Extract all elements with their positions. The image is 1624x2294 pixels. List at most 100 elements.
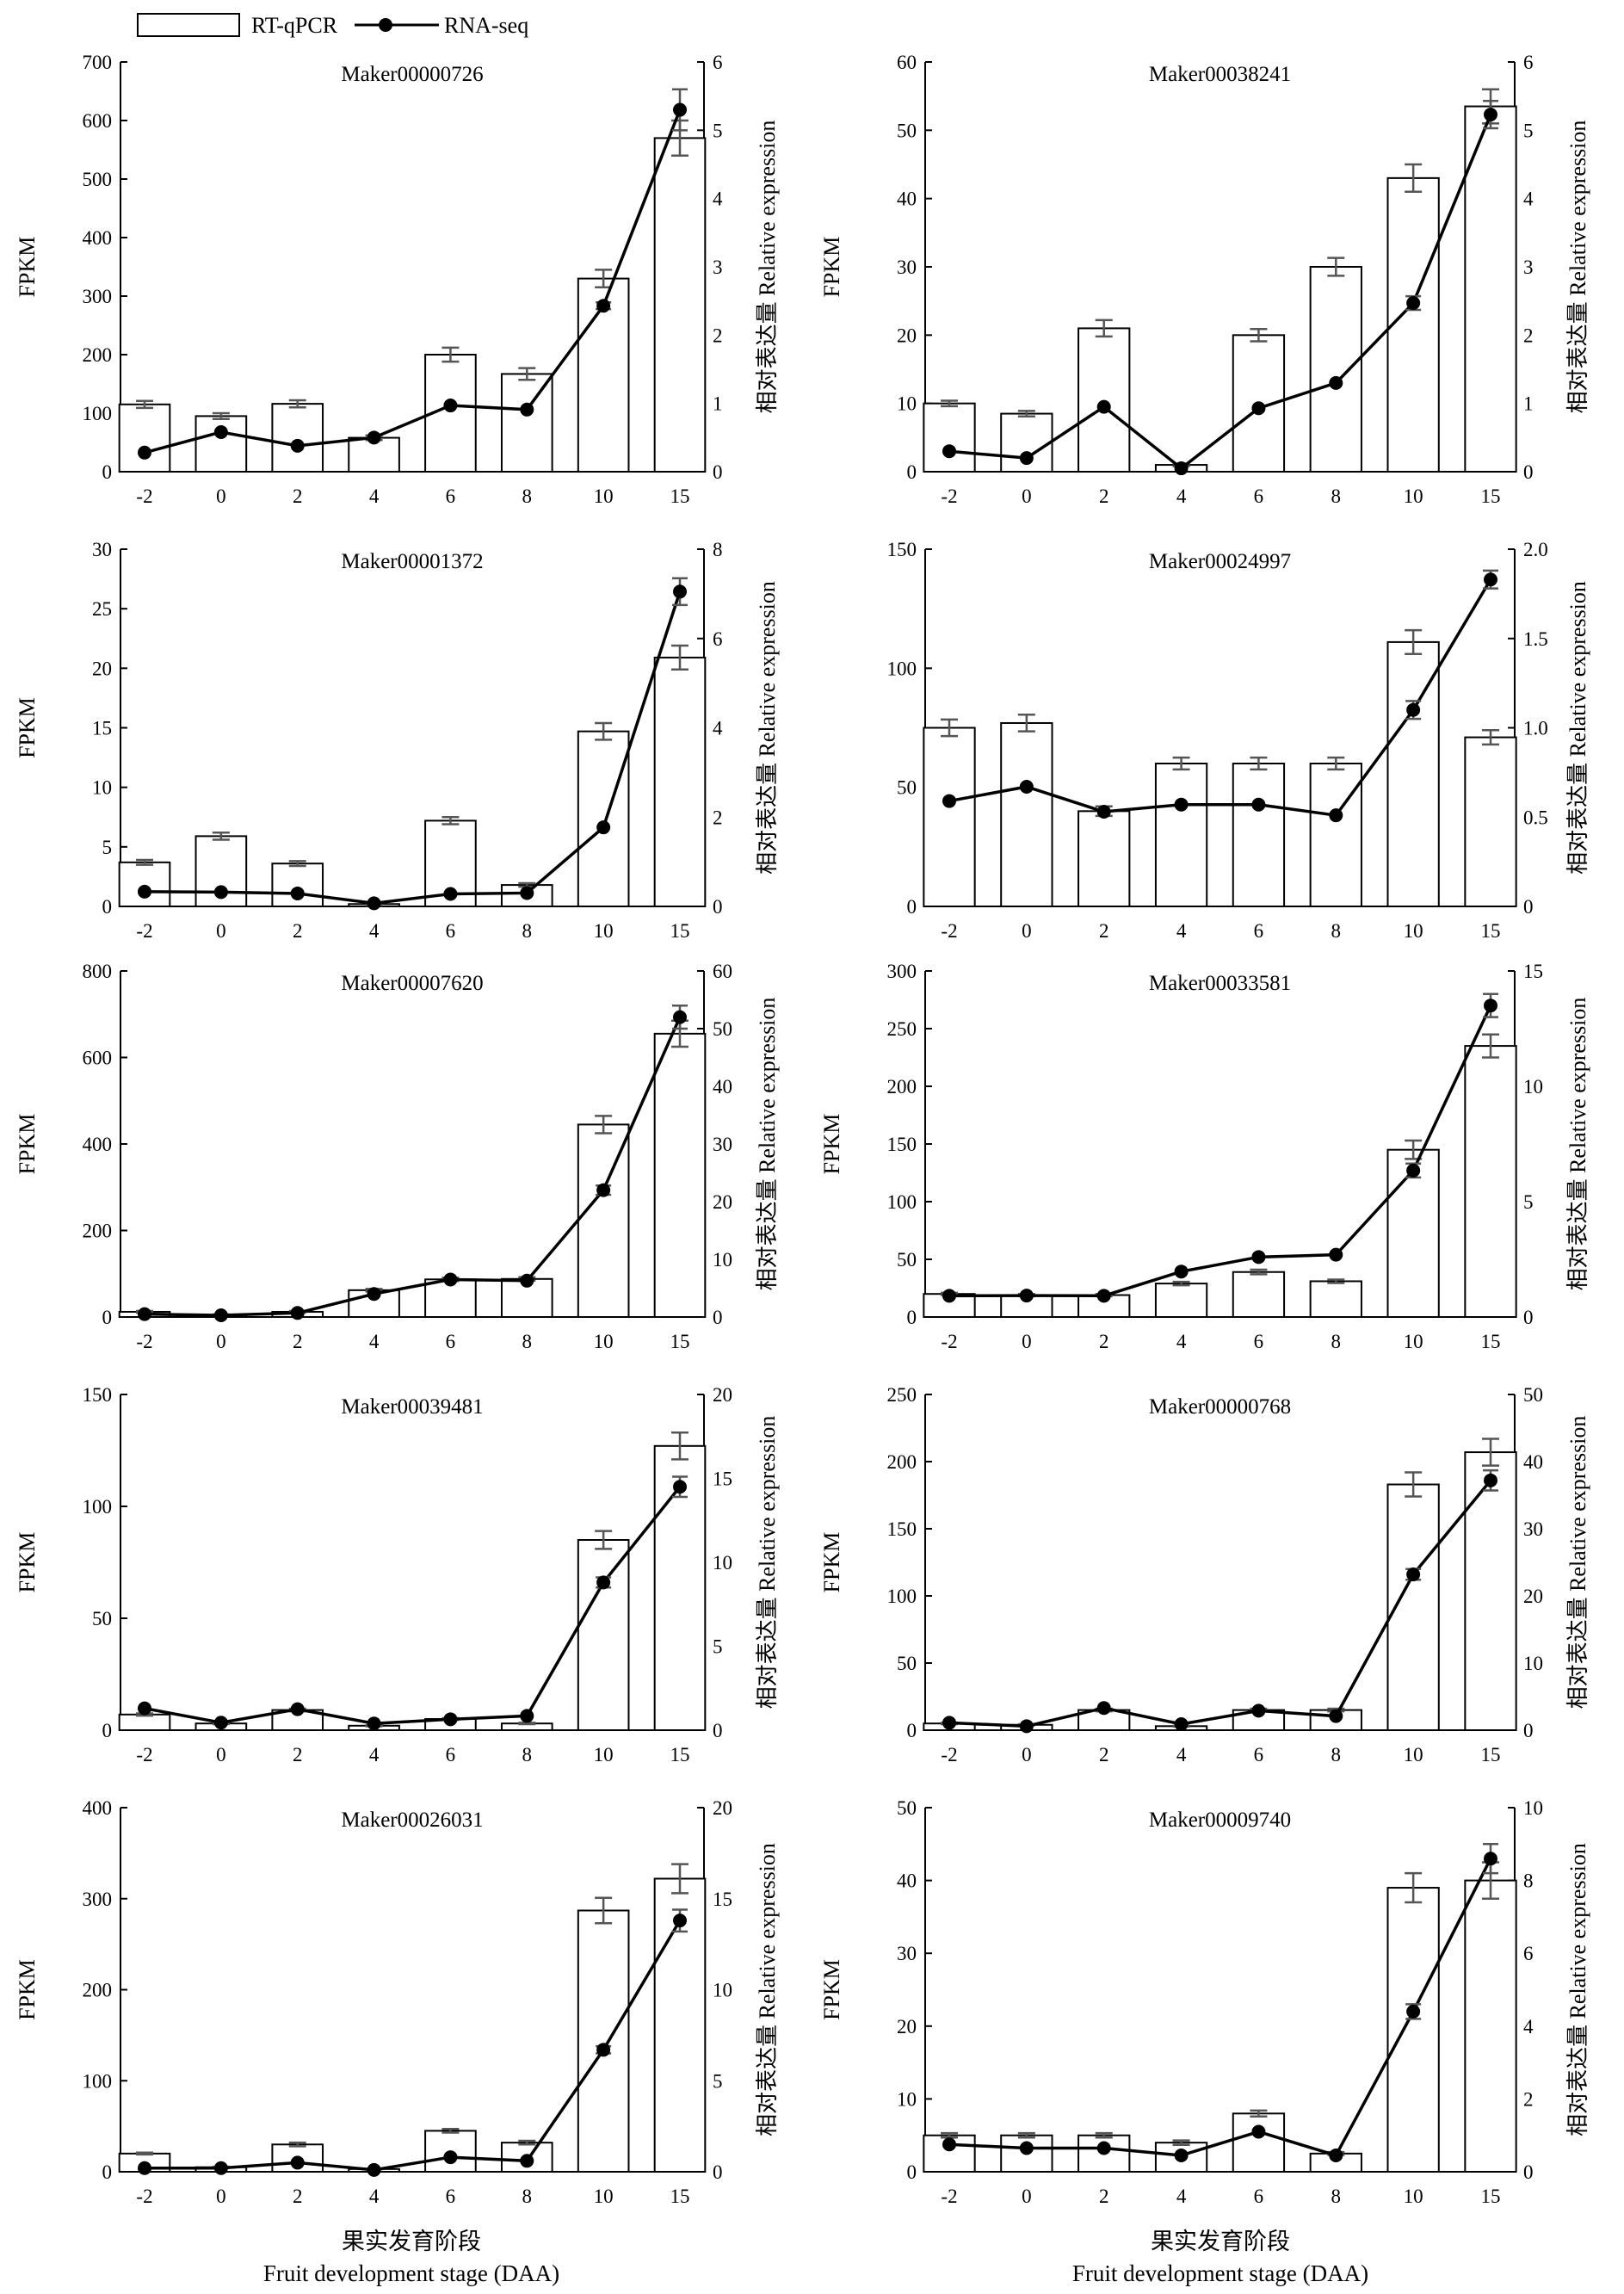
rna-seq-point (1329, 1247, 1343, 1262)
x-tick-label: 8 (1331, 485, 1342, 507)
y-left-tick-label: 100 (83, 1496, 113, 1518)
bar (653, 1032, 707, 1319)
y-right-tick-label: 0 (1523, 1720, 1534, 1741)
rna-seq-point (1329, 2148, 1343, 2162)
y-left-tick-label: 20 (92, 658, 112, 679)
bar (1232, 1271, 1286, 1318)
y-right-tick-label: 5 (1523, 1191, 1534, 1213)
rna-seq-point (1251, 2124, 1266, 2139)
y-right-tick-label: 5 (713, 2070, 723, 2092)
x-tick-label: 2 (1099, 2186, 1109, 2207)
x-tick-label: 15 (1481, 920, 1501, 942)
y-left-axis-label: FPKM (15, 1114, 40, 1175)
rna-seq-point (673, 1480, 687, 1494)
y-right-tick-label: 10 (713, 1249, 732, 1271)
y-right-tick-label: 10 (1523, 1797, 1543, 1819)
legend: RT-qPCR RNA-seq (137, 13, 528, 38)
rna-seq-line (948, 1479, 1492, 1728)
y-right-axis-label: 相对表达量 Relative expression (1565, 1843, 1590, 2136)
x-tick-label: 10 (1404, 2186, 1423, 2207)
y-left-tick-label: 250 (887, 1018, 917, 1040)
y-left-tick-label: 20 (897, 325, 917, 346)
rna-seq-point (443, 399, 458, 413)
panel-title: Maker00000768 (1149, 1395, 1291, 1419)
bar (1154, 1283, 1208, 1319)
bar (1309, 266, 1362, 473)
y-right-tick-label: 0 (713, 2161, 723, 2183)
y-right-tick-label: 0 (1523, 1307, 1534, 1328)
bar (424, 2130, 477, 2173)
y-right-tick-label: 15 (713, 1469, 732, 1490)
legend-bar-swatch (137, 13, 240, 37)
y-right-tick-label: 10 (713, 1552, 732, 1574)
x-tick-label: -2 (136, 920, 152, 942)
y-left-tick-label: 0 (102, 461, 113, 483)
x-tick-label: 15 (670, 1331, 690, 1352)
panel-title: Maker00007620 (341, 972, 483, 995)
bar (1309, 1280, 1362, 1318)
rna-seq-point (367, 1287, 381, 1302)
panel-title: Maker00038241 (1149, 63, 1291, 86)
y-left-tick-label: 200 (887, 1451, 917, 1473)
y-left-axis-label: FPKM (15, 1959, 40, 2020)
x-tick-label: -2 (136, 485, 152, 507)
rna-seq-line (948, 1858, 1492, 2158)
rna-seq-point (443, 1712, 458, 1727)
x-tick-label: 0 (216, 1744, 226, 1765)
legend-line-marker (379, 18, 392, 32)
rna-seq-point (367, 1716, 381, 1731)
x-tick-label: -2 (941, 1331, 957, 1352)
x-tick-label: 15 (1481, 2186, 1501, 2207)
rna-seq-point (213, 885, 228, 900)
rna-seq-point (520, 1273, 534, 1288)
rna-seq-point (1174, 797, 1189, 812)
x-tick-label: -2 (941, 1744, 957, 1765)
y-left-tick-label: 30 (92, 539, 112, 560)
rna-seq-point (1019, 779, 1034, 794)
x-tick-label: 4 (1176, 2186, 1187, 2207)
rna-seq-point (138, 445, 151, 460)
bar (1464, 736, 1517, 907)
bar (1464, 1451, 1517, 1731)
rna-seq-point (1174, 2148, 1189, 2162)
y-right-tick-label: 8 (713, 539, 723, 560)
rna-seq-line (145, 1920, 682, 2172)
y-right-tick-label: 1 (1523, 393, 1534, 415)
bar (1154, 763, 1208, 907)
x-tick-label: 4 (1176, 1331, 1187, 1352)
y-right-axis-label: 相对表达量 Relative expression (755, 998, 780, 1291)
xlabel-en-left: Fruit development stage (DAA) (263, 2260, 559, 2286)
y-left-tick-label: 0 (907, 1307, 917, 1328)
y-right-tick-label: 6 (1523, 1943, 1534, 1964)
rna-seq-point (1329, 808, 1343, 823)
y-left-tick-label: 150 (83, 1384, 113, 1406)
y-left-tick-label: 50 (897, 1797, 917, 1819)
y-left-tick-label: 15 (92, 718, 112, 739)
x-tick-label: 0 (1022, 1744, 1032, 1765)
y-left-tick-label: 20 (897, 2016, 917, 2037)
rna-seq-point (443, 1272, 458, 1287)
x-tick-label: 10 (594, 1744, 614, 1765)
bar (271, 403, 324, 473)
rna-seq-point (1096, 1289, 1111, 1303)
y-left-tick-label: 5 (102, 837, 113, 858)
bar (118, 1713, 171, 1732)
x-tick-label: 6 (446, 1744, 456, 1765)
y-left-tick-label: 10 (897, 2088, 917, 2110)
xlabel-zh-right: 果实发育阶段 (1151, 2229, 1290, 2254)
x-tick-label: 2 (1099, 920, 1109, 942)
y-right-tick-label: 0 (1523, 2161, 1534, 2183)
panel-title: Maker00000726 (341, 63, 483, 86)
y-left-tick-label: 50 (92, 1608, 112, 1629)
rna-seq-point (1406, 296, 1421, 311)
y-left-tick-label: 200 (83, 1221, 113, 1242)
y-right-tick-label: 30 (713, 1134, 732, 1155)
y-right-tick-label: 1.5 (1523, 628, 1548, 650)
xlabel-en-right: Fruit development stage (DAA) (1072, 2260, 1368, 2286)
y-right-tick-label: 0 (713, 896, 723, 918)
rna-seq-point (673, 584, 687, 599)
rna-seq-point (942, 2137, 956, 2152)
x-tick-label: 0 (1022, 2186, 1032, 2207)
rna-seq-point (596, 299, 611, 313)
rna-seq-point (138, 2161, 151, 2175)
